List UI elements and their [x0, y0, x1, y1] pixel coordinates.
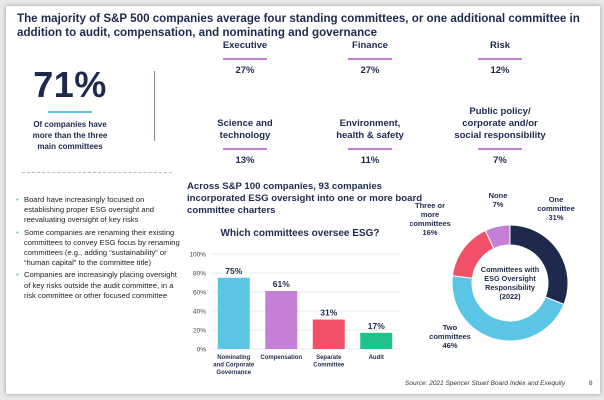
x-category-label: and Corporate [213, 363, 255, 369]
bar [312, 319, 345, 349]
caption-line: Of companies have [33, 120, 107, 129]
y-tick-label: 80% [193, 271, 206, 278]
donut-center-label: Committees with [481, 265, 539, 274]
committee-stat-underline [223, 58, 267, 60]
committee-stat-underline [478, 58, 522, 60]
bullet-icon: • [16, 270, 19, 280]
donut-value-label: 31% [548, 213, 563, 222]
bullet-icon: • [16, 195, 19, 204]
donut-value-label: 46% [442, 341, 457, 350]
headline-stat-value: 71% [33, 64, 107, 105]
bullet-list: • Board have increasingly focused on esta… [14, 195, 184, 303]
bar-data-label: 17% [368, 321, 385, 331]
committee-stat-underline [348, 148, 392, 150]
x-category-label: Separate [316, 355, 342, 361]
source-note: Source: 2021 Spencer Stuart Board Index … [405, 380, 566, 387]
bullet-text: Some companies are renaming their existi… [24, 227, 180, 268]
bullet-item: • Companies are increasingly placing over… [14, 270, 184, 301]
committee-stat-value: 13% [235, 154, 255, 166]
committee-stat: Science and technology 13% [180, 118, 310, 166]
committee-stat-value: 7% [493, 154, 507, 166]
headline-underline [48, 111, 92, 113]
committee-stat-label: Public policy/corporate and/or social res… [454, 106, 546, 141]
slide-title: The majority of S&P 500 companies averag… [17, 12, 580, 39]
bullet-icon: • [16, 227, 19, 237]
committee-stat-label: Executive [222, 40, 268, 51]
y-tick-label: 0% [197, 347, 207, 354]
y-tick-label: 40% [193, 309, 206, 316]
bar [265, 291, 298, 349]
committee-stat-underline [348, 58, 392, 60]
bar [217, 277, 250, 349]
y-tick-label: 20% [193, 328, 206, 335]
x-category-label: Compensation [260, 355, 302, 361]
donut-slice-label: committees [410, 219, 451, 228]
donut-center-label: ESG Oversight [484, 274, 536, 283]
headline-stat-caption: Of companies have more than the three ma… [15, 119, 125, 152]
donut-value-label: 16% [422, 228, 437, 237]
committee-stat-label: Finance [352, 40, 388, 51]
x-category-label: Audit [369, 355, 384, 361]
subheading: Across S&P 100 companies, 93 companies i… [187, 181, 423, 216]
bar-chart-title: Which committees oversee ESG? [220, 228, 380, 239]
committee-stat: Environment, health & safety 11% [305, 118, 435, 166]
bullet-item: • Some companies are renaming their exist… [14, 228, 184, 269]
donut-slice-label: more [421, 210, 439, 219]
bullet-item: • Board have increasingly focused on esta… [14, 195, 184, 226]
committee-stat-underline [478, 148, 522, 150]
x-category-label: Committee [313, 363, 345, 369]
committee-stat: Public policy/corporate and/or social res… [435, 106, 565, 166]
caption-line: more than the three [32, 131, 108, 140]
vertical-divider [154, 71, 155, 141]
donut-slice-label: committees [429, 332, 471, 341]
committee-stat-value: 12% [490, 64, 510, 76]
bar-chart: 0% 20% 40% 60% 80% 100% 75% Nominating and Corpo… [189, 252, 400, 376]
committee-stat-value: 27% [235, 64, 255, 76]
donut-value-label: 7% [493, 200, 504, 209]
donut-slice-label: None [489, 191, 508, 200]
committee-stat-value: 11% [360, 154, 380, 166]
caption-line: main committees [37, 142, 103, 151]
bar-data-label: 75% [225, 266, 242, 276]
committee-stat: Risk 12% [435, 40, 565, 76]
committee-stat: Executive 27% [180, 40, 310, 76]
committee-stat-value: 27% [360, 64, 380, 76]
committee-stat: Finance 27% [305, 40, 435, 76]
dashed-divider [22, 172, 172, 173]
bar [360, 332, 393, 349]
donut-slice [484, 224, 511, 250]
committee-stat-label: Science and technology [217, 118, 273, 141]
committee-stat-label: Environment, health & safety [336, 118, 404, 141]
bullet-text: Companies are increasingly placing overs… [24, 270, 177, 300]
y-tick-label: 60% [193, 290, 206, 297]
page-number: 8 [589, 380, 593, 387]
committee-stat-label: Risk [489, 40, 511, 51]
bar-data-label: 31% [320, 308, 337, 318]
donut-slice [451, 275, 565, 342]
donut-slice-label: Two [443, 323, 458, 332]
committee-stat-underline [223, 148, 267, 150]
donut-slice-label: committee [537, 204, 575, 213]
donut-center-label: (2022) [499, 292, 521, 301]
donut-slice-label: Three or [415, 201, 445, 210]
bullet-text: Board have increasingly focused on estab… [24, 195, 155, 225]
x-category-label: Nominating [217, 355, 250, 361]
donut-slice-label: One [549, 195, 564, 204]
x-category-label: Governance [216, 370, 251, 376]
donut-center-label: Responsibility [485, 283, 536, 292]
y-tick-label: 100% [189, 252, 206, 259]
bar-data-label: 61% [273, 279, 290, 289]
